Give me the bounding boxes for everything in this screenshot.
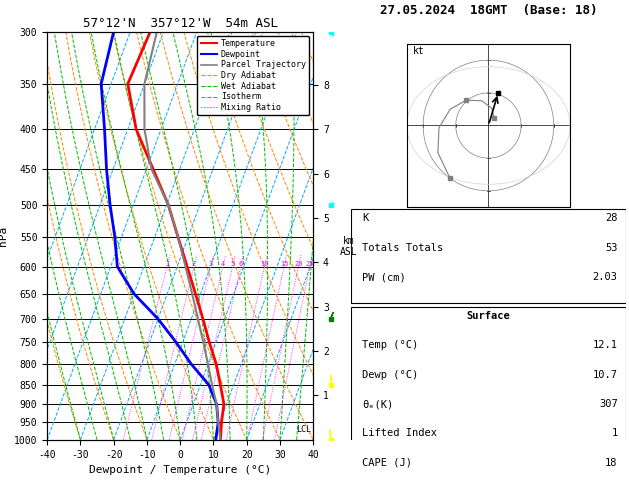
Text: 18: 18 <box>605 458 618 468</box>
Text: 10: 10 <box>260 260 269 267</box>
Text: 15: 15 <box>280 260 288 267</box>
Text: 5: 5 <box>230 260 235 267</box>
Text: K: K <box>362 213 368 223</box>
Text: 27.05.2024  18GMT  (Base: 18): 27.05.2024 18GMT (Base: 18) <box>380 4 597 17</box>
Y-axis label: hPa: hPa <box>0 226 8 246</box>
X-axis label: Dewpoint / Temperature (°C): Dewpoint / Temperature (°C) <box>89 465 271 475</box>
Text: Surface: Surface <box>467 311 510 321</box>
Bar <box>351 209 626 303</box>
Text: 12.1: 12.1 <box>593 340 618 350</box>
Text: 2.03: 2.03 <box>593 272 618 282</box>
Text: 20: 20 <box>294 260 303 267</box>
Text: Totals Totals: Totals Totals <box>362 243 443 253</box>
Text: 2: 2 <box>192 260 196 267</box>
Text: 3: 3 <box>208 260 213 267</box>
Text: 25: 25 <box>306 260 314 267</box>
Text: 53: 53 <box>605 243 618 253</box>
Text: 307: 307 <box>599 399 618 409</box>
Text: 10.7: 10.7 <box>593 370 618 380</box>
Text: Dewp (°C): Dewp (°C) <box>362 370 418 380</box>
Bar <box>351 307 626 486</box>
Y-axis label: km
ASL: km ASL <box>340 236 357 257</box>
Text: 28: 28 <box>605 213 618 223</box>
Text: θₑ(K): θₑ(K) <box>362 399 393 409</box>
Title: 57°12'N  357°12'W  54m ASL: 57°12'N 357°12'W 54m ASL <box>82 17 278 31</box>
Text: Lifted Index: Lifted Index <box>362 428 437 438</box>
Text: CAPE (J): CAPE (J) <box>362 458 412 468</box>
Legend: Temperature, Dewpoint, Parcel Trajectory, Dry Adiabat, Wet Adiabat, Isotherm, Mi: Temperature, Dewpoint, Parcel Trajectory… <box>198 36 309 115</box>
Text: kt: kt <box>413 46 425 55</box>
Text: Temp (°C): Temp (°C) <box>362 340 418 350</box>
Text: PW (cm): PW (cm) <box>362 272 406 282</box>
Text: 1: 1 <box>611 428 618 438</box>
Text: 4: 4 <box>221 260 225 267</box>
Text: 6: 6 <box>238 260 243 267</box>
Text: 1: 1 <box>165 260 169 267</box>
Text: LCL: LCL <box>297 425 311 434</box>
